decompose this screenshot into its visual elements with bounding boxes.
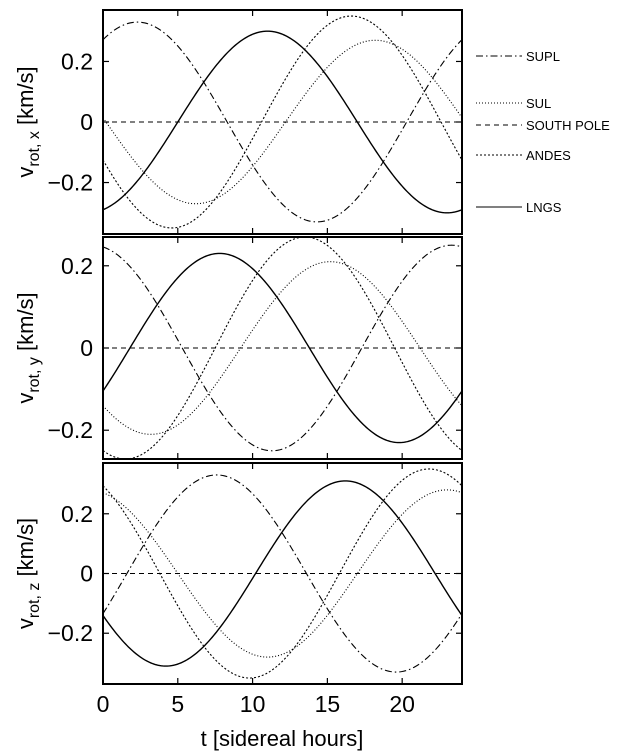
legend-item-andes: ANDES <box>476 148 571 163</box>
legend-label: SUL <box>526 96 551 111</box>
legend-item-supl: SUPL <box>476 49 560 64</box>
x-tick-label: 10 <box>240 691 266 717</box>
y-axis-title-subscript: rot, x <box>26 131 43 167</box>
y-tick-label: −0.2 <box>48 417 93 443</box>
legend-item-south-pole: SOUTH POLE <box>476 118 610 133</box>
y-tick-label: 0.2 <box>61 48 93 74</box>
y-axis-title-unit: [km/s] <box>13 292 38 357</box>
x-tick-label: 5 <box>171 691 184 717</box>
y-axis-title: vrot, y [km/s] <box>13 292 43 403</box>
y-axis-title-subscript: rot, z <box>26 583 43 619</box>
y-axis-title-unit: [km/s] <box>13 518 38 583</box>
series-line-sul <box>102 489 463 658</box>
series-line-supl <box>102 244 463 452</box>
series-line-andes <box>102 236 463 460</box>
y-axis-title: vrot, z [km/s] <box>13 518 43 629</box>
series-line-lngs <box>102 480 463 667</box>
x-tick-label: 0 <box>97 691 110 717</box>
panel-frame <box>102 9 463 235</box>
series-line-andes <box>102 468 463 679</box>
x-axis-title: t [sidereal hours] <box>201 726 364 751</box>
y-axis-title-main: v <box>13 393 38 404</box>
series-line-sul <box>102 39 463 205</box>
panel-frame <box>102 462 463 685</box>
legend-label: SOUTH POLE <box>526 118 610 133</box>
y-axis-title-main: v <box>13 167 38 178</box>
y-axis-title-unit: [km/s] <box>13 66 38 131</box>
y-tick-label: 0 <box>80 561 93 587</box>
y-tick-label: −0.2 <box>48 620 93 646</box>
series-line-lngs <box>102 30 463 214</box>
y-tick-label: 0.2 <box>61 501 93 527</box>
y-tick-label: 0 <box>80 109 93 135</box>
series-line-lngs <box>102 252 463 444</box>
y-axis-title: vrot, x [km/s] <box>13 66 43 177</box>
series-line-sul <box>102 261 463 435</box>
x-axis: 0 5 10 15 20 t [sidereal hours] <box>97 691 415 751</box>
legend: SUPL SUL SOUTH POLE ANDES LNGS <box>476 49 610 215</box>
series-line-andes <box>102 15 463 229</box>
y-tick-label: 0.2 <box>61 253 93 279</box>
x-tick-label: 20 <box>389 691 415 717</box>
legend-label: LNGS <box>526 200 562 215</box>
legend-label: SUPL <box>526 49 560 64</box>
series-line-supl <box>102 474 463 673</box>
x-tick-label: 15 <box>315 691 341 717</box>
series-line-supl <box>102 21 463 223</box>
y-tick-label: −0.2 <box>48 170 93 196</box>
legend-item-sul: SUL <box>476 96 551 111</box>
panel-frame <box>102 236 463 460</box>
y-axis-title-main: v <box>13 618 38 629</box>
x-tick-labels: 0 5 10 15 20 <box>97 691 415 717</box>
y-tick-label: 0 <box>80 335 93 361</box>
legend-label: ANDES <box>526 148 571 163</box>
legend-item-lngs: LNGS <box>476 200 562 215</box>
y-axis-title-subscript: rot, y <box>26 357 43 393</box>
